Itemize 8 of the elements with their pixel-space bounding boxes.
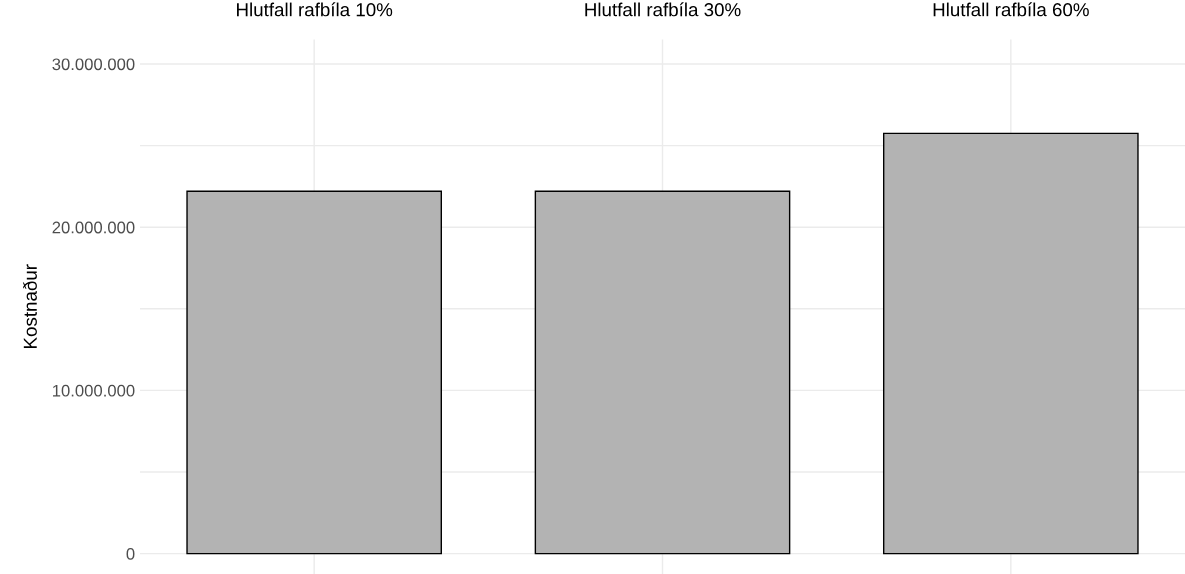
x-tick-label: Hlutfall rafbíla 30% [585,2,741,17]
y-tick-label: 30.000.000 [52,58,135,71]
x-tick-label: Hlutfall rafbíla 60% [933,2,1089,17]
x-tick-label: Hlutfall rafbíla 10% [237,2,393,17]
y-tick-label: 20.000.000 [52,221,135,234]
y-tick-label: 10.000.000 [53,384,135,397]
y-tick-label: 0 [126,548,135,560]
y-axis-title: Kostnaður [22,264,37,348]
